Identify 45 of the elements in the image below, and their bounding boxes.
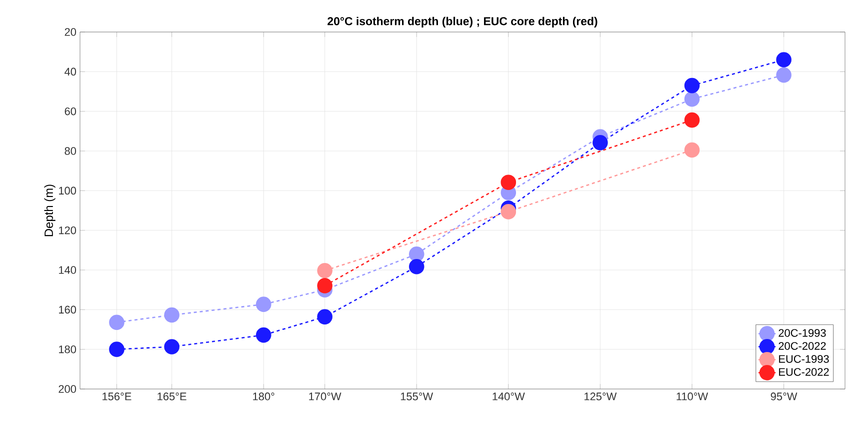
point (500, 174, 516, 190)
y-tick-label: 20 (64, 28, 76, 36)
x-tick-label: 95°W (770, 392, 798, 400)
point (408, 246, 424, 262)
y-tick-label: 160 (59, 306, 76, 314)
y-tick-label: 120 (59, 226, 76, 234)
chart-title: 20°C isotherm depth (blue) ; EUC core depth (red) (328, 16, 598, 28)
point (776, 52, 792, 68)
legend-label: EUC-1993 (779, 355, 829, 363)
x-tick-label: 155°W (400, 392, 434, 400)
legend-label: 20C-1993 (778, 329, 826, 337)
point (776, 67, 792, 83)
point (164, 307, 180, 323)
point (317, 278, 332, 294)
y-tick-label: 200 (58, 385, 76, 393)
point (684, 112, 700, 128)
y-tick-label: 100 (59, 186, 76, 195)
y-tick-label: 140 (59, 266, 76, 274)
x-tick-label: 170°W (309, 392, 342, 400)
point (500, 204, 516, 220)
point (408, 258, 424, 274)
point (684, 78, 700, 94)
point (317, 309, 332, 324)
x-tick-label: 110°W (676, 392, 708, 400)
legend-label: 20C-2022 (778, 342, 826, 350)
point (256, 296, 272, 312)
point (109, 314, 124, 330)
x-tick-label: 180° (253, 392, 274, 400)
point (592, 135, 608, 150)
y-axis-title: Depth (m) (44, 184, 56, 236)
point (684, 142, 700, 158)
point (256, 327, 272, 343)
y-tick-label: 80 (64, 147, 76, 155)
x-tick-label: 140°W (492, 392, 525, 400)
x-tick-label: 156°E (102, 392, 132, 400)
x-tick-label: 165°E (158, 392, 186, 400)
y-tick-label: 60 (64, 107, 76, 116)
point (317, 262, 332, 278)
x-tick-label: 125°W (584, 392, 617, 400)
point (109, 342, 124, 357)
y-tick-label: 180 (59, 345, 76, 354)
point (164, 339, 180, 354)
legend-label: EUC-2022 (779, 368, 829, 376)
y-tick-label: 40 (64, 68, 76, 76)
point (684, 91, 700, 107)
